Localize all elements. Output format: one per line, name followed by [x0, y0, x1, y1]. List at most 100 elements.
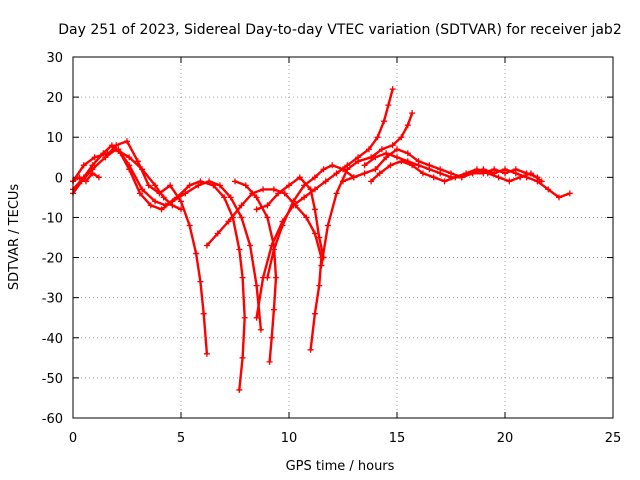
x-tick-label: 5	[177, 431, 185, 446]
data-point	[484, 170, 491, 177]
data-point	[200, 310, 207, 317]
series-sat-g	[253, 174, 327, 261]
data-point	[126, 166, 133, 173]
data-point	[409, 162, 416, 169]
data-point	[350, 174, 357, 181]
data-point	[374, 134, 381, 141]
data-point	[270, 306, 277, 313]
data-point	[398, 158, 405, 165]
series-line	[266, 164, 355, 279]
data-point	[100, 150, 107, 157]
data-point	[473, 166, 480, 173]
data-point	[430, 174, 437, 181]
data-point	[178, 198, 184, 205]
data-point	[368, 178, 375, 185]
data-point	[381, 118, 388, 125]
chart-title: Day 251 of 2023, Sidereal Day-to-day VTE…	[58, 22, 621, 38]
data-point	[311, 230, 318, 237]
series-sat-e	[203, 186, 325, 353]
series-line	[71, 140, 209, 355]
data-point	[193, 250, 200, 257]
series-line	[71, 144, 263, 331]
data-point	[253, 194, 260, 201]
data-point	[275, 190, 282, 197]
data-point	[491, 166, 498, 173]
data-point	[320, 166, 327, 173]
data-series	[70, 86, 573, 393]
data-point	[307, 346, 314, 353]
x-tick-labels: 0 5 10 15 20 25	[69, 431, 621, 446]
x-tick-label: 0	[69, 431, 77, 446]
data-point	[126, 154, 133, 161]
data-point	[463, 170, 470, 177]
data-point	[333, 190, 340, 197]
data-point	[182, 190, 189, 197]
series-sat-m	[368, 158, 545, 185]
data-point	[169, 202, 176, 209]
data-point	[253, 282, 260, 289]
data-point	[216, 182, 223, 189]
y-tick-label: -50	[42, 372, 63, 387]
series-line	[255, 87, 394, 319]
data-point	[311, 310, 318, 317]
data-point	[89, 170, 96, 177]
data-point	[545, 186, 552, 193]
data-point	[236, 246, 243, 253]
y-axis-label: SDTVAR / TECUs	[7, 184, 22, 291]
x-tick-label: 20	[497, 431, 514, 446]
y-tick-label: 30	[46, 51, 63, 66]
y-tick-labels: -60 -50 -40 -30 -20 -10 0 10 20 30	[42, 51, 63, 427]
data-point	[502, 170, 508, 177]
plot-grid	[73, 57, 613, 418]
data-point	[404, 122, 411, 129]
data-point	[134, 158, 141, 165]
data-point	[124, 138, 130, 145]
data-point	[437, 166, 444, 173]
data-point	[147, 202, 154, 209]
data-point	[340, 178, 346, 185]
data-point	[333, 170, 340, 177]
data-point	[419, 170, 426, 177]
data-point	[394, 154, 400, 161]
y-tick-label: 10	[46, 131, 63, 146]
data-point	[76, 174, 83, 181]
data-point	[361, 162, 368, 169]
data-point	[415, 158, 422, 165]
data-point	[113, 146, 120, 153]
data-point	[404, 150, 411, 157]
data-point	[441, 178, 448, 185]
data-point	[214, 230, 221, 237]
data-point	[80, 162, 87, 169]
data-point	[301, 194, 308, 201]
data-point	[383, 154, 390, 161]
data-point	[178, 206, 184, 213]
data-point	[376, 170, 383, 177]
series-line	[104, 148, 183, 211]
data-point	[279, 218, 286, 225]
data-point	[286, 182, 292, 189]
data-point	[253, 314, 260, 321]
data-point	[372, 154, 379, 161]
data-point	[167, 182, 174, 189]
x-axis-label: GPS time / hours	[286, 459, 395, 474]
data-point	[556, 194, 562, 201]
data-point	[426, 162, 433, 169]
data-point	[311, 206, 318, 213]
data-point	[385, 102, 392, 109]
data-point	[239, 274, 246, 281]
data-point	[517, 174, 524, 181]
data-point	[82, 178, 89, 185]
data-point	[316, 234, 323, 241]
data-point	[448, 170, 454, 177]
data-point	[273, 274, 280, 281]
y-tick-label: -10	[42, 211, 63, 226]
data-point	[296, 174, 303, 181]
data-point	[268, 334, 275, 341]
series-sat-j	[318, 110, 416, 269]
data-point	[281, 190, 288, 197]
data-point	[241, 314, 248, 321]
data-point	[266, 358, 273, 365]
y-tick-label: 20	[46, 91, 63, 106]
data-point	[145, 182, 152, 189]
y-tick-label: -30	[42, 292, 63, 307]
